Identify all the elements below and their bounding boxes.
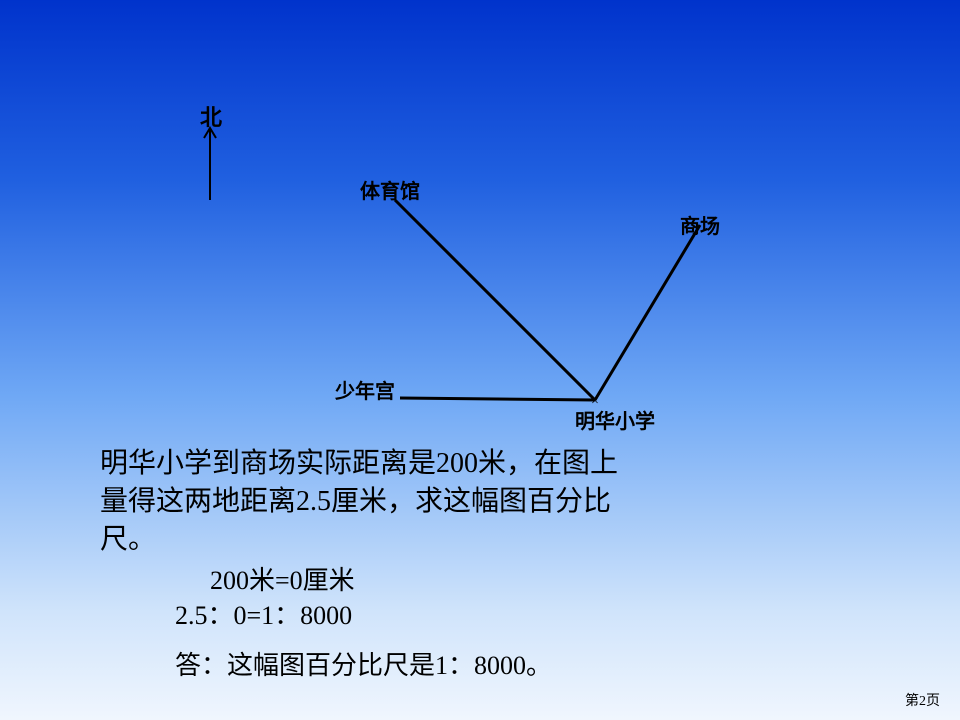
north-label: 北 <box>200 100 222 132</box>
question-text: 明华小学到商场实际距离是200米，在图上量得这两地距离2.5厘米，求这幅图百分比… <box>100 445 640 558</box>
map-lines: × <box>0 0 960 720</box>
gym-label: 体育馆 <box>360 175 420 204</box>
calc-line-1: 200米=0厘米 <box>210 560 355 597</box>
page-number: 第2页 <box>905 690 940 710</box>
answer-text: 答：这幅图百分比尺是1：8000。 <box>175 645 552 682</box>
slide: × 北 体育馆 商场 少年宫 明华小学 明华小学到商场实际距离是200米，在图上… <box>0 0 960 720</box>
calc-line-2: 2.5：0=1：8000 <box>175 595 352 632</box>
school-label: 明华小学 <box>575 405 655 434</box>
youth-label: 少年宫 <box>335 375 395 404</box>
mall-label: 商场 <box>680 210 720 239</box>
